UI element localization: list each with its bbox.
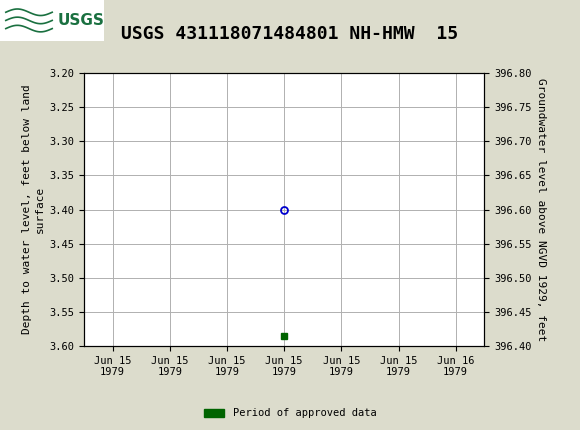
Text: USGS: USGS <box>58 13 105 28</box>
Y-axis label: Groundwater level above NGVD 1929, feet: Groundwater level above NGVD 1929, feet <box>536 78 546 341</box>
Text: USGS 431118071484801 NH-HMW  15: USGS 431118071484801 NH-HMW 15 <box>121 25 459 43</box>
Legend: Period of approved data: Period of approved data <box>200 404 380 423</box>
Y-axis label: Depth to water level, feet below land
surface: Depth to water level, feet below land su… <box>22 85 45 335</box>
Bar <box>0 0 104 41</box>
